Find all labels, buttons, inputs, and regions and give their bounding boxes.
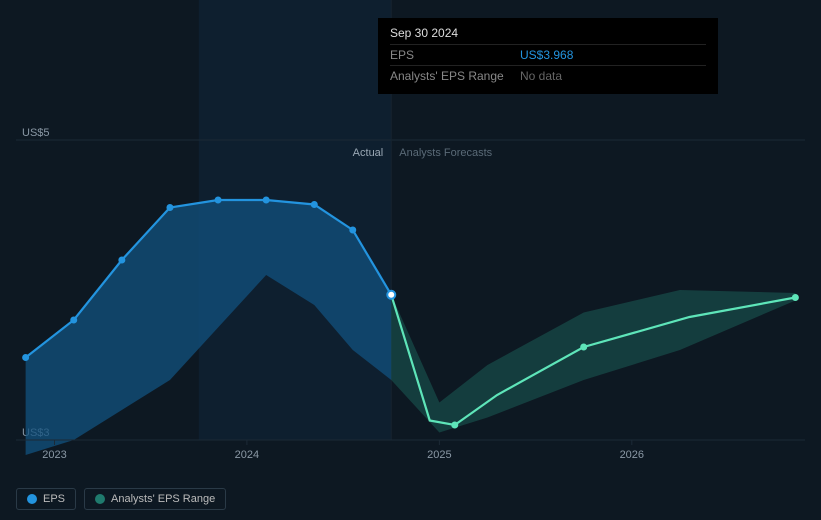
tooltip-row-range: Analysts' EPS Range No data bbox=[390, 65, 706, 86]
legend-label-range: Analysts' EPS Range bbox=[111, 493, 215, 505]
svg-text:2025: 2025 bbox=[427, 449, 451, 461]
legend-item-range[interactable]: Analysts' EPS Range bbox=[84, 488, 226, 510]
legend-item-eps[interactable]: EPS bbox=[16, 488, 76, 510]
chart-legend: EPS Analysts' EPS Range bbox=[16, 488, 226, 510]
tooltip-value-range: No data bbox=[520, 69, 562, 83]
legend-swatch-eps bbox=[27, 494, 37, 504]
svg-text:2024: 2024 bbox=[235, 449, 259, 461]
tooltip-row-eps: EPS US$3.968 bbox=[390, 44, 706, 65]
eps-chart: US$5US$3ActualAnalysts Forecasts20232024… bbox=[0, 0, 821, 520]
tooltip-label-eps: EPS bbox=[390, 48, 520, 62]
legend-label-eps: EPS bbox=[43, 493, 65, 505]
svg-text:US$5: US$5 bbox=[22, 127, 50, 139]
tooltip-value-eps: US$3.968 bbox=[520, 48, 573, 62]
chart-tooltip: Sep 30 2024 EPS US$3.968 Analysts' EPS R… bbox=[378, 18, 718, 94]
svg-text:2026: 2026 bbox=[620, 449, 644, 461]
svg-text:Actual: Actual bbox=[353, 147, 384, 159]
svg-text:Analysts Forecasts: Analysts Forecasts bbox=[399, 147, 492, 159]
legend-swatch-range bbox=[95, 494, 105, 504]
tooltip-date: Sep 30 2024 bbox=[390, 26, 706, 40]
tooltip-label-range: Analysts' EPS Range bbox=[390, 69, 520, 83]
svg-text:2023: 2023 bbox=[42, 449, 66, 461]
